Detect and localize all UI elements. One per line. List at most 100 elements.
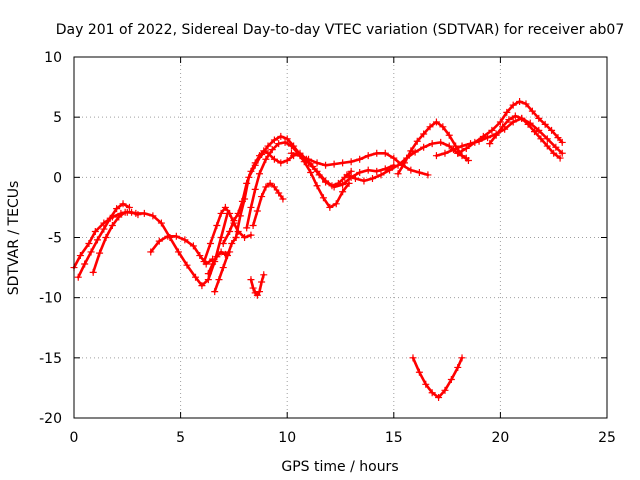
- series-track-12: [249, 179, 287, 229]
- data-point: [420, 143, 428, 151]
- data-point: [345, 179, 353, 187]
- data-point: [266, 179, 274, 187]
- data-point: [411, 148, 419, 156]
- data-point: [386, 166, 394, 174]
- data-point: [215, 276, 223, 284]
- data-point: [172, 232, 180, 240]
- data-point: [479, 132, 487, 140]
- data-point: [226, 227, 234, 235]
- data-point: [76, 252, 84, 260]
- data-point: [228, 240, 236, 248]
- data-point: [360, 177, 368, 185]
- data-point: [253, 207, 261, 215]
- data-point: [424, 171, 432, 179]
- series-track-2: [74, 200, 133, 281]
- series-line: [213, 236, 238, 293]
- series-line: [245, 141, 351, 230]
- data-point: [326, 203, 334, 211]
- data-point: [394, 170, 402, 178]
- data-point: [535, 126, 543, 134]
- data-point: [516, 98, 524, 106]
- data-point: [373, 149, 381, 157]
- data-point: [394, 161, 402, 169]
- data-point: [558, 149, 566, 157]
- data-point: [449, 146, 457, 154]
- data-point: [458, 142, 466, 150]
- data-point: [249, 284, 257, 292]
- data-point: [134, 211, 142, 219]
- data-point: [339, 181, 347, 189]
- data-point: [74, 273, 82, 281]
- data-point: [93, 236, 101, 244]
- x-tick-label: 15: [385, 430, 403, 446]
- y-axis-label: SDTVAR / TECUs: [6, 181, 22, 296]
- data-point: [558, 138, 566, 146]
- data-point: [492, 131, 500, 139]
- data-point: [249, 221, 257, 229]
- axis-ticks: 0 5 10 15 20 25 -20 -15 -10 -5 0 5 10: [39, 50, 616, 446]
- data-point: [415, 368, 423, 376]
- data-point: [486, 140, 494, 148]
- data-point: [213, 221, 221, 229]
- data-point: [287, 142, 295, 150]
- data-point: [305, 155, 313, 163]
- data-point: [518, 114, 526, 122]
- data-point: [279, 195, 287, 203]
- data-point: [347, 158, 355, 166]
- data-point: [85, 240, 93, 248]
- data-point: [313, 167, 321, 175]
- data-point: [121, 208, 129, 216]
- data-point: [313, 159, 321, 167]
- data-point: [253, 291, 261, 299]
- data-point: [102, 234, 110, 241]
- data-point: [260, 271, 268, 279]
- y-tick-label: 10: [44, 50, 62, 66]
- data-point: [330, 160, 338, 168]
- data-point: [351, 175, 359, 183]
- data-point: [322, 177, 330, 185]
- data-point: [219, 240, 227, 248]
- data-point: [277, 159, 285, 167]
- data-point: [270, 183, 278, 191]
- data-point: [373, 167, 381, 175]
- series-line: [202, 206, 253, 263]
- data-point: [155, 237, 163, 245]
- data-point: [258, 278, 266, 286]
- data-point: [439, 123, 447, 131]
- y-tick-label: 5: [53, 110, 62, 126]
- data-point: [377, 171, 385, 179]
- data-point: [441, 149, 449, 157]
- series-track-13: [287, 149, 432, 179]
- data-point: [458, 152, 466, 160]
- data-point: [174, 248, 182, 256]
- x-tick-label: 0: [70, 430, 79, 446]
- data-point: [243, 224, 251, 232]
- x-axis-label: GPS time / hours: [281, 459, 398, 475]
- data-point: [307, 169, 315, 177]
- data-point: [241, 234, 249, 241]
- data-point: [128, 208, 136, 216]
- data-point: [407, 147, 415, 155]
- data-point: [268, 146, 276, 154]
- data-point: [364, 152, 372, 160]
- data-point: [262, 183, 270, 191]
- series-track-5: [200, 203, 255, 266]
- data-point: [454, 149, 462, 157]
- data-point: [275, 140, 283, 148]
- data-point: [488, 126, 496, 134]
- data-point: [221, 203, 229, 211]
- data-point: [219, 264, 227, 272]
- data-point: [356, 155, 364, 163]
- chart-title: Day 201 of 2022, Sidereal Day-to-day VTE…: [56, 22, 625, 38]
- data-point: [445, 142, 453, 150]
- data-point: [543, 135, 551, 143]
- data-point: [247, 276, 255, 284]
- series-line: [456, 100, 564, 155]
- data-point: [181, 236, 189, 244]
- data-point: [435, 394, 443, 402]
- data-point: [522, 100, 530, 108]
- data-point: [413, 137, 421, 145]
- data-point: [206, 240, 214, 248]
- data-point: [247, 231, 255, 239]
- data-point: [204, 276, 212, 284]
